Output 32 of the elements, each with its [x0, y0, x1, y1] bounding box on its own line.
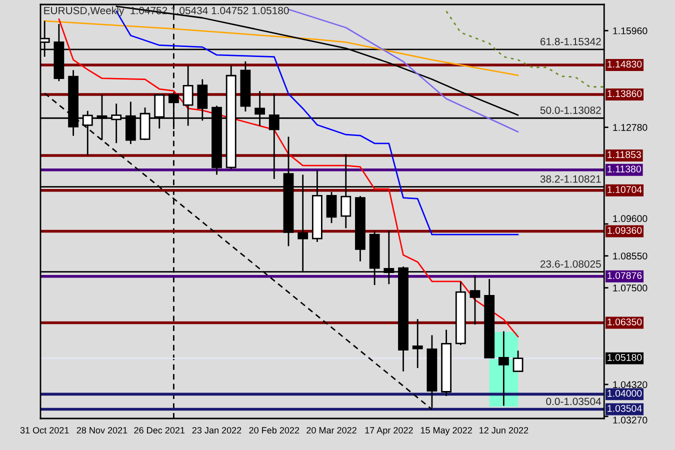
y-tick-label: 1.07500	[613, 284, 648, 292]
annotation: 23.6-1.08025	[540, 260, 601, 268]
x-tick-label: 23 Jan 2022	[192, 427, 242, 434]
y-tick-label: 1.08550	[613, 252, 648, 260]
ref-line-label: 1.11380	[608, 166, 641, 172]
ref-line-label: 1.03504	[608, 404, 642, 412]
ref-line-label: 1.13860	[608, 90, 642, 98]
annotation: 50.0-1.13082	[540, 106, 601, 114]
y-tick-label: 1.04320	[613, 381, 648, 388]
x-tick-label: 28 Nov 2021	[76, 427, 128, 434]
y-tick-label: 1.15960	[613, 27, 648, 34]
y-tick-label: 1.09600	[613, 215, 648, 222]
x-tick-label: 26 Dec 2021	[134, 427, 185, 434]
ref-line-label: 1.11853	[608, 151, 641, 158]
ref-line-label: 1.10704	[608, 186, 642, 194]
annotation: 61.8-1.15342	[540, 38, 601, 46]
x-tick-label: 31 Oct 2021	[20, 427, 69, 434]
x-tick-label: 17 Apr 2022	[365, 427, 413, 436]
ref-line-label: 1.05180	[608, 354, 642, 361]
x-tick-label: 15 May 2022	[420, 427, 472, 436]
x-tick-label: 12 Jun 2022	[480, 427, 528, 434]
ref-line-label: 1.09360	[608, 226, 642, 234]
annotation: 0.0-1.03504	[546, 398, 602, 406]
annotation: 38.2-1.10821	[540, 175, 601, 183]
ref-line-label: 1.04000	[608, 390, 642, 397]
y-tick-label: 1.03270	[613, 416, 648, 424]
y-tick-label: 1.12780	[613, 124, 648, 131]
ref-line-label: 1.07876	[608, 272, 642, 279]
x-tick-label: 20 Feb 2022	[249, 426, 300, 434]
ref-line-label: 1.14830	[608, 60, 642, 68]
x-tick-label: 20 Mar 2022	[306, 427, 356, 434]
ref-line-label: 1.06350	[608, 318, 642, 326]
